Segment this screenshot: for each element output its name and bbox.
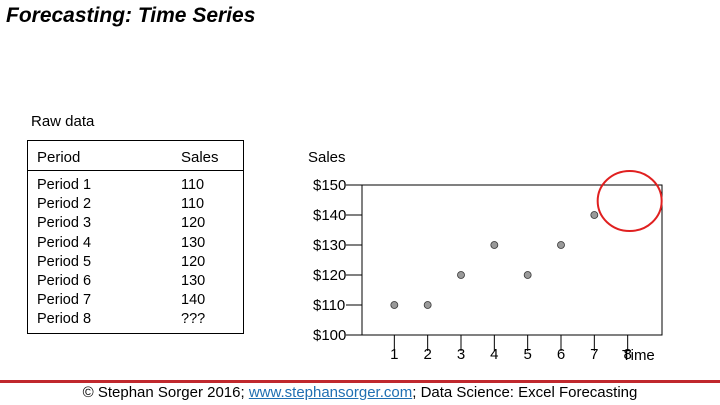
data-point bbox=[557, 241, 565, 249]
period-cell: Period 1 bbox=[37, 177, 92, 193]
x-tick-label: 4 bbox=[490, 346, 498, 363]
x-axis-title: Time bbox=[622, 347, 655, 364]
sales-cell: 140 bbox=[181, 292, 206, 309]
data-point bbox=[490, 241, 499, 249]
x-tick-label: 8 bbox=[623, 346, 631, 363]
footer-credit: © Stephan Sorger 2016; www.stephansorger… bbox=[0, 384, 720, 401]
data-point bbox=[390, 301, 399, 309]
header-period: Period bbox=[37, 149, 81, 166]
table-row: Period 2 110 bbox=[28, 196, 243, 215]
data-point bbox=[423, 301, 432, 309]
y-axis: $100 $110 $120 $130 $140 $150 bbox=[313, 177, 362, 344]
period-cell: Period 3 bbox=[37, 215, 92, 232]
raw-data-table: Period Sales Period 1 110 Period 2 110 Per… bbox=[27, 140, 244, 334]
slide-title: Forecasting: Time Series bbox=[6, 4, 256, 27]
x-tick-label: 1 bbox=[390, 346, 398, 363]
forecast-highlight-circle bbox=[596, 170, 663, 232]
y-axis-title: Sales bbox=[308, 149, 346, 166]
period-cell: Period 6 bbox=[37, 272, 92, 289]
plot-frame bbox=[361, 184, 663, 336]
data-point bbox=[457, 271, 465, 279]
table-row: Period 6 130 bbox=[28, 273, 243, 292]
y-tick-label: $150 bbox=[313, 177, 346, 194]
x-tick-label: 2 bbox=[423, 346, 431, 363]
table-row: Period 4 130 bbox=[28, 235, 243, 254]
sales-cell: 120 bbox=[181, 253, 206, 270]
data-point bbox=[523, 271, 532, 279]
x-tick-label: 7 bbox=[590, 346, 598, 363]
footer-suffix: ; Data Science: Excel Forecasting bbox=[412, 384, 638, 401]
table-row: Period 8??? bbox=[28, 311, 243, 330]
header-sales: Sales bbox=[181, 149, 219, 166]
table-row: Period 7 140 bbox=[28, 292, 243, 311]
sales-cell: 130 bbox=[181, 234, 206, 251]
website-link[interactable]: www.stephansorger.com bbox=[248, 384, 413, 401]
raw-data-label: Raw data bbox=[31, 113, 95, 130]
table-row: Period 3 120 bbox=[28, 215, 243, 234]
sales-cell: ??? bbox=[181, 311, 206, 328]
sales-cell: 110 bbox=[181, 177, 205, 193]
y-tick-label: $140 bbox=[313, 207, 346, 224]
period-cell: Period 5 bbox=[37, 253, 92, 270]
header-divider bbox=[28, 170, 243, 171]
table-row: Period 1 110 bbox=[28, 177, 243, 196]
data-points bbox=[390, 211, 599, 309]
footer-divider bbox=[0, 380, 720, 383]
footer-prefix: © Stephan Sorger 2016; bbox=[82, 384, 249, 401]
y-tick-label: $100 bbox=[313, 327, 346, 344]
data-point bbox=[590, 211, 599, 219]
period-cell: Period 2 bbox=[37, 196, 92, 213]
sales-cell: 120 bbox=[181, 215, 206, 232]
period-cell: Period 8 bbox=[37, 311, 92, 328]
table-body: Period 1 110 Period 2 110 Period 3 120 Peri… bbox=[28, 177, 243, 331]
x-axis: 1 2 3 4 5 6 7 8 bbox=[390, 335, 632, 363]
x-tick-label: 5 bbox=[523, 346, 531, 363]
sales-cell: 130 bbox=[181, 272, 206, 289]
y-tick-label: $130 bbox=[313, 237, 346, 254]
table-row: Period 5 120 bbox=[28, 254, 243, 273]
y-tick-label: $110 bbox=[313, 297, 345, 314]
y-tick-label: $120 bbox=[313, 267, 346, 284]
period-cell: Period 4 bbox=[37, 234, 92, 251]
x-tick-label: 3 bbox=[457, 346, 465, 363]
period-cell: Period 7 bbox=[37, 292, 92, 309]
x-tick-label: 6 bbox=[557, 346, 565, 363]
sales-cell: 110 bbox=[181, 196, 205, 213]
